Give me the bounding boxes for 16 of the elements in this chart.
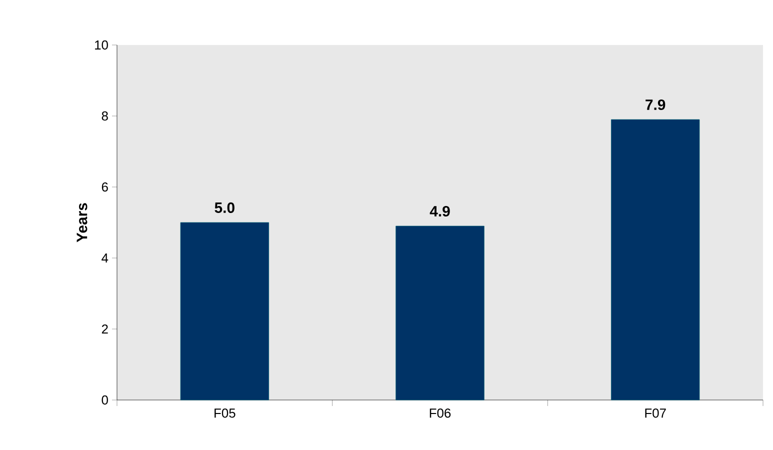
y-axis-title: Years [76,203,88,242]
y-tick-label: 4 [102,254,108,262]
x-tick-label: F06 [430,408,451,418]
data-label: 7.9 [646,99,666,110]
bar [180,222,270,400]
bar [610,119,700,400]
y-tick-label: 0 [102,395,108,405]
y-tick-label: 6 [102,182,108,192]
data-label: 4.9 [430,206,450,217]
y-tick-label: 8 [102,111,108,121]
y-tick-label: 2 [102,324,108,334]
y-tick-label: 10 [95,40,108,50]
x-tick-label: F07 [645,408,666,418]
bar [396,226,484,400]
x-tick-label: F05 [214,408,236,418]
data-label: 5.0 [214,202,234,213]
